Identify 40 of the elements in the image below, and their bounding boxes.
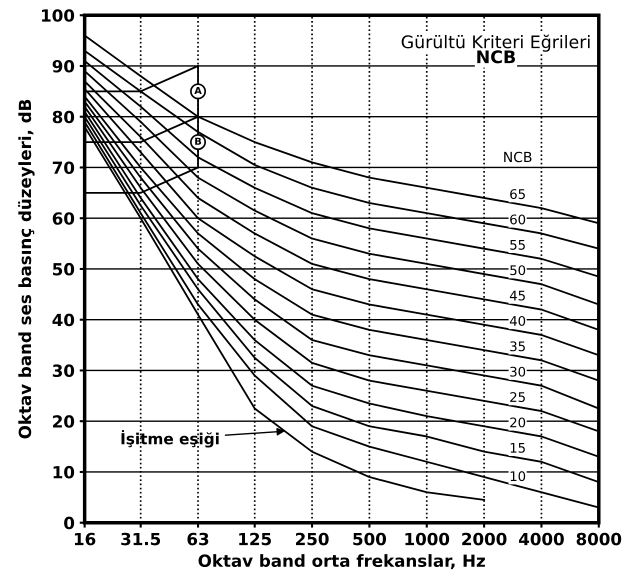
x-tick-label: 1000 [405, 532, 450, 546]
x-tick-label: 31.5 [121, 532, 160, 546]
x-tick-label: 63 [187, 532, 208, 546]
series-label: 50 [510, 265, 526, 276]
y-tick-label: 30 [52, 364, 74, 378]
y-axis-title: Oktav band ses basınç düzeyleri, dB [18, 100, 35, 438]
y-tick-label: 70 [52, 161, 74, 174]
series-label: 25 [510, 392, 525, 402]
y-tick-label: 100 [42, 9, 74, 22]
series-label: 30 [510, 366, 526, 377]
series-label: 45 [510, 290, 525, 301]
text: İşitme eşiği [122, 430, 219, 448]
series-label: 15 [510, 442, 525, 453]
y-tick-label: 10 [54, 466, 74, 479]
series-label: 55 [510, 240, 525, 250]
series-label: 60 [510, 214, 526, 224]
y-tick-label: 20 [53, 415, 74, 428]
text: NCB [477, 50, 515, 64]
y-tick-label: 0 [64, 516, 74, 530]
x-tick-label: 500 [353, 532, 386, 546]
x-axis-title: Oktav band orta frekanslar, Hz [198, 554, 485, 570]
x-tick-label: 8000 [576, 532, 622, 546]
y-tick-label: 50 [53, 262, 74, 276]
legend-title: NCB [504, 152, 532, 162]
y-tick-label: 60 [52, 212, 74, 225]
x-tick-label: 2000 [462, 532, 506, 546]
series-label: 40 [510, 316, 526, 326]
series-label: 20 [510, 417, 526, 428]
x-tick-label: 4000 [519, 532, 564, 546]
series-label: 65 [510, 189, 525, 200]
y-tick-label: 90 [52, 60, 74, 73]
y-tick-label: 40 [52, 314, 74, 326]
x-tick-label: 125 [239, 532, 271, 546]
series-label: 35 [510, 341, 525, 352]
x-tick-label: 16 [74, 532, 96, 546]
y-tick-label: 80 [52, 110, 74, 124]
x-tick-label: 250 [296, 532, 329, 546]
series-label: 10 [510, 471, 526, 482]
annotation: A [194, 86, 202, 94]
annotation: B [195, 138, 202, 145]
